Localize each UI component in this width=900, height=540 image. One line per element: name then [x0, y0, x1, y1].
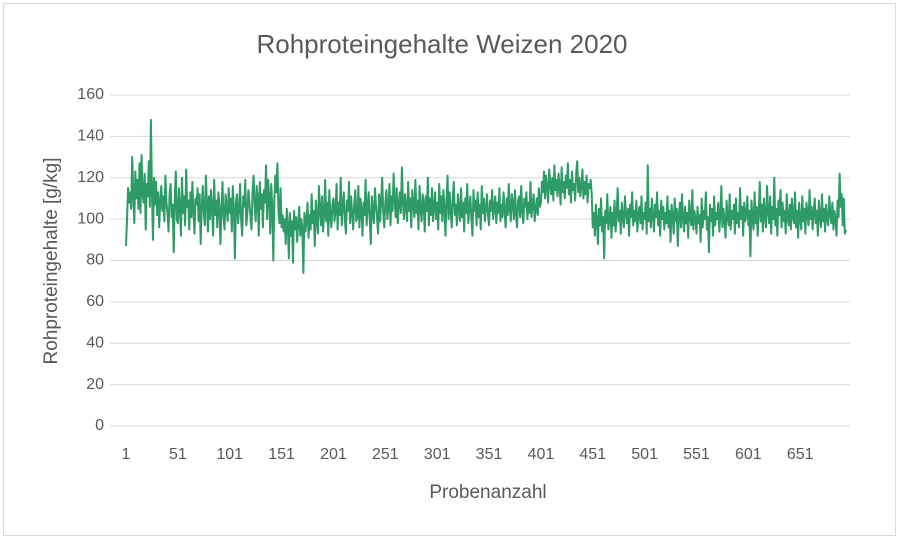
y-tick-label: 140 — [77, 128, 104, 145]
x-tick-label: 251 — [372, 446, 399, 463]
x-tick-label: 401 — [528, 446, 555, 463]
data-line — [125, 118, 847, 274]
y-axis-label: Rohproteingehalte [g/kg] — [41, 157, 62, 364]
y-tick-label: 0 — [95, 417, 104, 434]
x-tick-label: 51 — [169, 446, 187, 463]
x-tick-label: 151 — [268, 446, 295, 463]
y-tick-label: 60 — [86, 293, 104, 310]
x-tick-label: 651 — [787, 446, 814, 463]
chart-title: Rohproteingehalte Weizen 2020 — [256, 29, 627, 59]
y-tick-label: 20 — [86, 376, 104, 393]
y-tick-label: 100 — [77, 210, 104, 227]
x-tick-label: 301 — [424, 446, 451, 463]
x-tick-label: 101 — [216, 446, 243, 463]
x-tick-label: 601 — [735, 446, 762, 463]
chart-border — [3, 3, 896, 536]
x-axis-label: Probenanzahl — [429, 482, 546, 503]
y-tick-label: 40 — [86, 334, 104, 351]
y-tick-label: 80 — [86, 252, 104, 269]
x-tick-label: 1 — [122, 446, 131, 463]
x-tick-label: 351 — [476, 446, 503, 463]
x-tick-label: 451 — [579, 446, 606, 463]
x-tick-label: 501 — [631, 446, 658, 463]
x-tick-label: 551 — [683, 446, 710, 463]
y-tick-label: 160 — [77, 86, 104, 103]
x-tick-label: 201 — [320, 446, 347, 463]
y-tick-label: 120 — [77, 169, 104, 186]
